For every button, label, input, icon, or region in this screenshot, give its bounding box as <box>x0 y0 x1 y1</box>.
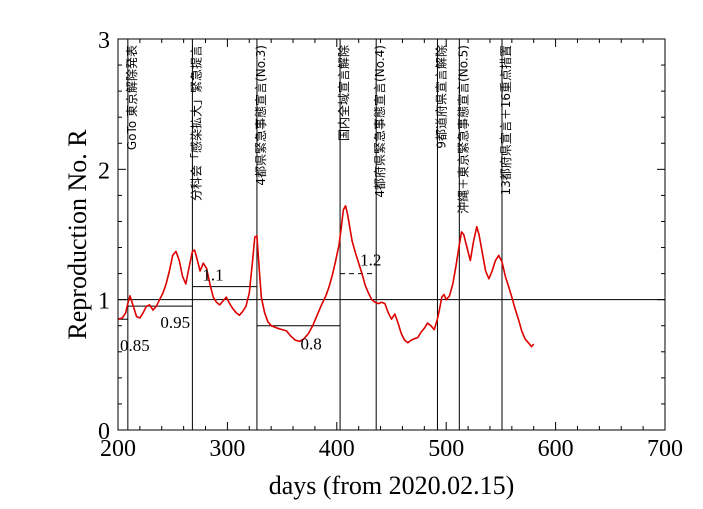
event-label: GoTo 東京解除発表 <box>124 45 139 150</box>
plot-frame <box>117 38 666 431</box>
y-axis-title: Reproduction No. R <box>63 129 92 340</box>
data-line-group <box>117 205 535 348</box>
y-tick-label: 2 <box>98 158 110 184</box>
avg-labels: 0.85 0.95 1.1 0.8 1.2 <box>120 251 381 356</box>
y-ticks: 0 1 2 3 <box>98 28 665 445</box>
period-average-label: 0.85 <box>120 336 150 355</box>
event-lines <box>127 39 503 430</box>
x-tick-label: 600 <box>538 436 574 462</box>
x-tick-label: 700 <box>647 436 683 462</box>
x-ticks: 200 300 400 500 600 700 <box>100 39 683 462</box>
period-average-label: 1.2 <box>360 251 381 270</box>
event-label: 13都府県宣言＋16重点措置 <box>498 45 513 196</box>
event-label: 4都府県緊急事態宣言(No.4) <box>372 45 387 198</box>
y-tick-label: 0 <box>98 419 110 445</box>
event-label: 国内全域宣言解除 <box>336 45 351 141</box>
event-label: 9都道府県宣言解除 <box>433 45 448 149</box>
x-tick-label: 300 <box>209 436 245 462</box>
event-label: 分科会「感染拡大」緊急提言 <box>188 45 203 201</box>
event-label: 4都県緊急事態宣言(No.3) <box>253 45 268 186</box>
x-tick-label: 500 <box>428 436 464 462</box>
y-tick-label: 1 <box>98 289 110 315</box>
x-tick-label: 400 <box>319 436 355 462</box>
period-average-label: 0.8 <box>301 335 322 354</box>
event-label: 沖縄＋東京緊急事態宣言(No.5) <box>455 45 470 214</box>
y-tick-label: 3 <box>98 28 110 54</box>
period-average-label: 0.95 <box>160 313 190 332</box>
x-tick-label: 200 <box>100 436 136 462</box>
r-series-line <box>117 205 535 348</box>
period-average-label: 1.1 <box>202 266 223 285</box>
event-labels: GoTo 東京解除発表 分科会「感染拡大」緊急提言 4都県緊急事態宣言(No.3) 国… <box>124 45 513 214</box>
x-axis-title: days (from 2020.02.15) <box>269 471 515 500</box>
